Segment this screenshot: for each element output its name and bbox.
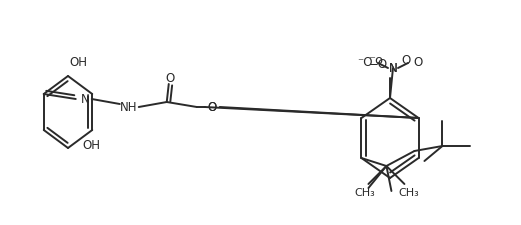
Text: O: O [413,56,422,69]
Text: OH: OH [82,138,100,151]
Text: ⁻O: ⁻O [357,56,373,69]
Text: O: O [401,54,411,67]
Text: N: N [389,62,398,75]
Text: ⁻o: ⁻o [368,54,383,67]
Text: N: N [80,93,89,106]
Text: CH₃: CH₃ [398,187,419,197]
Text: N: N [389,62,398,75]
Text: O: O [207,101,216,114]
Text: NH: NH [120,101,138,114]
Text: O: O [207,101,216,114]
Text: O: O [165,71,175,84]
Text: −O: −O [368,58,388,71]
Text: CH₃: CH₃ [354,187,375,197]
Text: OH: OH [69,56,87,69]
